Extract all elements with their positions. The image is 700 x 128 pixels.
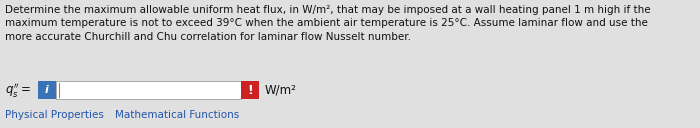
Text: Determine the maximum allowable uniform heat flux, in W/m², that may be imposed : Determine the maximum allowable uniform …: [5, 5, 650, 15]
Bar: [56, 81, 241, 99]
Text: $q_s'' =$: $q_s'' =$: [5, 81, 31, 99]
Text: !: !: [247, 83, 253, 97]
Bar: [241, 81, 259, 99]
Text: more accurate Churchill and Chu correlation for laminar flow Nusselt number.: more accurate Churchill and Chu correlat…: [5, 32, 411, 42]
Text: i: i: [45, 85, 49, 95]
Text: Mathematical Functions: Mathematical Functions: [115, 110, 239, 120]
Text: Physical Properties: Physical Properties: [5, 110, 104, 120]
Text: W/m²: W/m²: [265, 83, 297, 97]
Text: maximum temperature is not to exceed 39°C when the ambient air temperature is 25: maximum temperature is not to exceed 39°…: [5, 19, 648, 29]
Bar: [38, 81, 56, 99]
